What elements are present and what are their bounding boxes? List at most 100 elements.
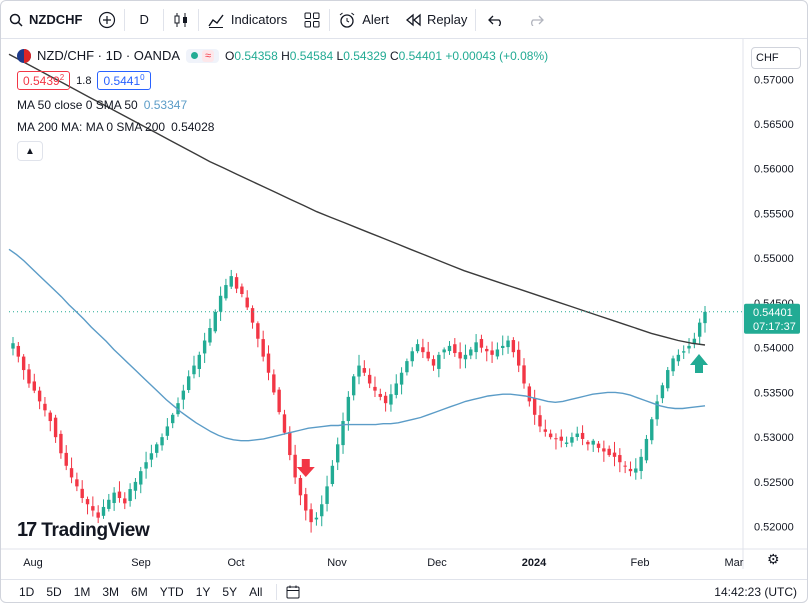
candle-body <box>580 432 585 439</box>
legend-main-row: NZD/CHF · 1D · OANDA ≈ O0.54358 H0.54584… <box>17 48 548 63</box>
candle-body <box>341 421 345 446</box>
candle-body <box>575 433 579 438</box>
candle-body <box>213 311 217 332</box>
candle-body <box>548 433 553 438</box>
candle-body <box>170 414 175 424</box>
utc-clock[interactable]: 14:42:23 (UTC) <box>714 585 797 599</box>
candle-body <box>612 452 617 457</box>
candle-body <box>559 436 563 441</box>
candle-body <box>362 368 367 373</box>
candle-body <box>27 369 31 384</box>
candle-body <box>485 348 489 352</box>
range-1m[interactable]: 1M <box>73 585 91 599</box>
range-ytd[interactable]: YTD <box>159 585 184 599</box>
candle-body <box>91 506 95 511</box>
candle-body <box>256 323 260 339</box>
candle-body <box>591 440 595 445</box>
candle-body <box>628 468 633 472</box>
price-chart[interactable]: 0.57000 0.56500 0.56000 0.55500 0.55000 0.545… <box>1 39 808 569</box>
candle-body <box>501 345 505 348</box>
candle-body <box>564 442 569 444</box>
range-1y[interactable]: 1Y <box>195 585 211 599</box>
toolbar-divider <box>162 8 164 31</box>
close-label: C <box>389 48 399 63</box>
market-status[interactable]: ≈ <box>186 48 220 63</box>
time-tick-label: Aug <box>23 557 43 569</box>
tradingview-logo[interactable]: 17 TradingView <box>17 519 150 542</box>
gear-icon[interactable]: ⚙ <box>767 551 780 567</box>
range-all[interactable]: All <box>249 585 263 599</box>
ma50-legend[interactable]: MA 50 close 0 SMA 50 0.53347 <box>17 98 187 112</box>
high-value: 0.54584 <box>289 48 334 63</box>
undo-button[interactable] <box>476 1 516 39</box>
candle-body <box>224 285 228 299</box>
interval-button[interactable]: D <box>125 1 162 39</box>
date-range-icon[interactable] <box>285 584 301 600</box>
candle-body <box>442 349 446 353</box>
candle-body <box>139 471 143 485</box>
candle-body <box>277 389 281 413</box>
candle-body <box>639 456 643 472</box>
candle-body <box>208 328 212 343</box>
alert-button[interactable]: Alert <box>330 1 397 39</box>
price-tick-label: 0.55500 <box>754 208 794 220</box>
candle-body <box>16 345 21 357</box>
compare-button[interactable] <box>90 1 124 39</box>
replay-button[interactable]: Replay <box>397 1 475 39</box>
collapse-legend-button[interactable]: ▲ <box>17 141 43 161</box>
chevron-up-icon: ▲ <box>25 145 35 157</box>
plus-circle-icon <box>99 11 116 28</box>
candle-body <box>48 412 52 422</box>
wave-icon: ≈ <box>202 49 215 62</box>
search-icon <box>9 13 23 27</box>
candle-body <box>543 429 548 432</box>
chart-area[interactable]: 0.57000 0.56500 0.56000 0.55500 0.55000 0.545… <box>1 39 808 569</box>
range-3m[interactable]: 3M <box>102 585 120 599</box>
candle-body <box>618 455 622 463</box>
candle-body <box>282 414 287 433</box>
candle-body <box>165 426 170 436</box>
buy-signal-arrow-icon <box>690 354 708 373</box>
indicators-icon <box>208 14 224 28</box>
candle-body <box>112 492 116 504</box>
candle-body <box>437 354 441 369</box>
indicators-button[interactable]: Indicators <box>199 1 295 39</box>
candle-body <box>405 361 409 373</box>
buy-price-button[interactable]: 0.54410 <box>97 71 151 90</box>
price-tick-label: 0.56500 <box>754 119 794 131</box>
price-tick-label: 0.52000 <box>754 522 794 534</box>
candle-body <box>655 401 659 420</box>
ma200-label: MA 200 MA: MA 0 SMA 200 <box>17 120 166 134</box>
toolbar-divider <box>197 8 199 31</box>
candle-body <box>245 297 249 308</box>
range-5d[interactable]: 5D <box>46 585 62 599</box>
candle-body <box>511 340 516 353</box>
candle-body <box>117 491 122 498</box>
range-1d[interactable]: 1D <box>19 585 35 599</box>
candle-body <box>250 308 255 323</box>
range-6m[interactable]: 6M <box>131 585 148 599</box>
candle-body <box>192 365 196 375</box>
price-tick-label: 0.56000 <box>754 164 794 176</box>
legend-title[interactable]: NZD/CHF · 1D · OANDA <box>37 48 180 63</box>
candle-body <box>415 344 420 352</box>
ohlc-values: O0.54358 H0.54584 L0.54329 C0.54401 +0.0… <box>225 49 548 63</box>
currency-select[interactable]: CHF <box>751 47 801 69</box>
redo-button[interactable] <box>516 1 556 39</box>
symbol-search[interactable]: NZDCHF <box>1 1 90 39</box>
ma200-legend[interactable]: MA 200 MA: MA 0 SMA 200 0.54028 <box>17 120 214 134</box>
change-value: +0.00043 (+0.08%) <box>445 48 549 63</box>
chart-type-button[interactable] <box>164 1 198 39</box>
templates-button[interactable] <box>295 1 329 39</box>
candle-body <box>186 376 191 391</box>
candle-body <box>80 488 84 498</box>
ma50-value: 0.53347 <box>143 98 188 112</box>
candle-body <box>634 468 638 473</box>
candle-body <box>522 365 526 384</box>
candle-body <box>703 311 707 324</box>
range-5y[interactable]: 5Y <box>222 585 238 599</box>
candle-body <box>421 347 425 353</box>
candle-body <box>506 340 510 348</box>
redo-icon <box>531 15 545 26</box>
sell-price-button[interactable]: 0.54392 <box>17 71 71 90</box>
